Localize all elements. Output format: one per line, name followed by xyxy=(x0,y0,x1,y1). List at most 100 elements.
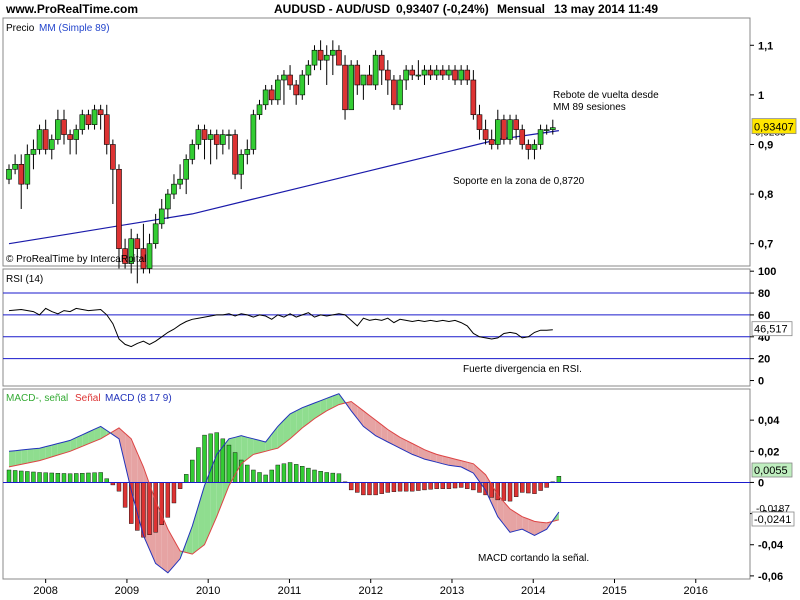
candle-up xyxy=(6,168,12,180)
macd-y-tick-label: 0,04 xyxy=(758,415,780,427)
candle-up xyxy=(91,109,98,125)
macd-fill-positive xyxy=(33,448,40,462)
macd-histogram-bar-up xyxy=(55,473,61,483)
macd-fill-positive xyxy=(204,469,211,545)
macd-fill-positive xyxy=(51,443,58,457)
candle-up xyxy=(195,129,202,145)
rsi-panel xyxy=(3,292,750,360)
macd-fill-negative xyxy=(387,429,394,446)
candle-up xyxy=(299,74,306,96)
candle-up xyxy=(281,74,287,81)
macd-histogram-bar-up xyxy=(183,474,189,483)
rsi-y-tick-label: 80 xyxy=(758,288,770,300)
price-y-tick-label: 0,9 xyxy=(758,139,773,151)
candle-down xyxy=(336,49,342,66)
macd-fill-negative xyxy=(357,406,364,427)
macd-fill-positive xyxy=(88,429,95,444)
instrument-title: AUDUSD - AUD/USD xyxy=(274,2,391,16)
macd-fill-negative xyxy=(448,457,456,467)
macd-histogram-bar-down xyxy=(373,482,378,496)
macd-fill-positive xyxy=(76,434,83,449)
candle-up xyxy=(73,129,80,140)
macd-y-tick-label: 0,02 xyxy=(758,446,779,458)
macd-fill-positive xyxy=(296,407,303,434)
candle-down xyxy=(67,134,73,140)
candle-up xyxy=(238,154,244,175)
candle-down xyxy=(519,129,526,145)
candle-up xyxy=(494,119,501,145)
macd-signal-line xyxy=(8,400,560,555)
macd-histogram-bar-down xyxy=(355,482,360,493)
macd-fill-positive xyxy=(186,526,193,555)
candle-down xyxy=(427,69,434,76)
macd-fill-negative xyxy=(112,427,119,439)
macd-histogram-bar-up xyxy=(245,464,250,483)
candle-down xyxy=(110,144,116,170)
sma-indicator-label: MM (Simple 89) xyxy=(39,23,110,34)
macd-histogram-bar-up xyxy=(80,473,85,483)
price-y-tick-label: 1,1 xyxy=(758,40,773,52)
candle-up xyxy=(24,154,31,185)
macd-fill-negative xyxy=(173,540,181,566)
macd-fill-positive xyxy=(302,405,309,428)
macd-histogram-bar-up xyxy=(86,472,91,483)
candle-up xyxy=(30,149,37,155)
macd-histogram-bar-up xyxy=(556,476,562,483)
macd-histogram-bar-up xyxy=(306,467,311,483)
macd-fill-negative xyxy=(125,433,132,491)
macd-fill-negative xyxy=(442,455,449,466)
macd-fill-negative xyxy=(369,415,376,436)
macd-histogram-bar-down xyxy=(397,482,403,492)
candle-up xyxy=(275,79,281,101)
candle-up xyxy=(244,149,251,155)
macd-fill-negative xyxy=(351,401,358,419)
candle-up xyxy=(549,127,556,130)
macd-y-tick-label: -0,06 xyxy=(758,571,783,583)
macd-histogram-bar-down xyxy=(526,482,531,494)
candle-up xyxy=(165,193,171,210)
candle-up xyxy=(256,104,263,116)
macd-histogram-bar-up xyxy=(61,473,67,483)
price-y-tick-label: 1 xyxy=(758,90,764,102)
price-panel xyxy=(6,40,559,284)
macd-hist-label: 0,0055 xyxy=(754,465,788,477)
macd-histogram-bar-up xyxy=(269,469,274,483)
macd-fill-negative xyxy=(534,521,541,536)
macd-histogram-bar-up xyxy=(312,469,317,483)
macd-fill-negative xyxy=(167,529,174,573)
macd-y-tick-label: 0 xyxy=(758,477,764,489)
macd-fill-negative xyxy=(412,443,419,457)
candle-up xyxy=(55,119,61,140)
macd-histogram-bar-up xyxy=(37,472,42,483)
site-url[interactable]: www.ProRealTime.com xyxy=(6,2,139,16)
macd-histogram-bar-up xyxy=(92,472,97,483)
rsi-line xyxy=(8,307,553,348)
macd-histogram-bar-up xyxy=(208,433,213,483)
macd-fill-positive xyxy=(320,398,327,415)
macd-histogram-bar-up xyxy=(263,474,268,483)
candle-down xyxy=(232,134,238,175)
macd-fill-positive xyxy=(308,403,315,424)
macd-histogram-bar-up xyxy=(330,472,336,483)
macd-fill-negative xyxy=(430,452,437,463)
candle-down xyxy=(440,69,446,76)
macd-histogram-bar-down xyxy=(367,482,372,496)
macd-fill-positive xyxy=(247,437,254,460)
rsi-y-tick-label: 0 xyxy=(758,376,764,388)
x-axis-tick-label: 2011 xyxy=(278,585,302,597)
candle-up xyxy=(537,129,544,145)
macd-histogram-bar-down xyxy=(532,482,537,494)
candle-up xyxy=(128,238,134,264)
candle-down xyxy=(116,168,122,249)
period-label: Mensual xyxy=(497,2,546,16)
rsi-y-tick-label: 20 xyxy=(758,354,770,366)
macd-histogram-bar-down xyxy=(165,482,171,518)
macd-histogram-bar-down xyxy=(361,482,366,496)
macd-fill-positive xyxy=(326,396,333,411)
candle-up xyxy=(397,79,403,106)
macd-histogram-bar-up xyxy=(43,472,48,483)
candle-up xyxy=(433,69,440,76)
candle-down xyxy=(201,129,208,140)
candle-down xyxy=(85,114,92,125)
